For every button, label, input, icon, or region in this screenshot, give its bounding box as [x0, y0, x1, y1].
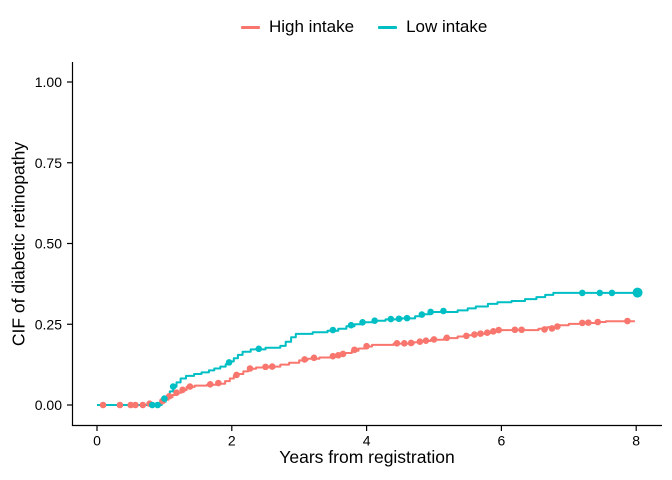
series-marker-high-intake: [490, 328, 497, 335]
series-marker-low-intake: [148, 401, 156, 409]
series-marker-low-intake: [371, 317, 378, 324]
series-marker-low-intake: [225, 359, 233, 366]
series-marker-high-intake: [233, 371, 240, 379]
series-marker-low-intake: [359, 319, 366, 326]
series-marker-high-intake: [351, 346, 358, 354]
series-marker-low-intake: [347, 321, 355, 329]
series-marker-low-intake: [596, 289, 604, 297]
series-marker-high-intake: [339, 350, 347, 358]
series-marker-low-intake: [440, 307, 447, 315]
series-marker-low-intake: [169, 383, 177, 390]
series-marker-high-intake: [416, 338, 424, 345]
series-marker-high-intake: [206, 381, 214, 388]
series-marker-high-intake: [173, 389, 180, 397]
series-marker-high-intake: [407, 339, 415, 347]
series-marker-high-intake: [483, 329, 491, 336]
x-tick-label: 6: [498, 433, 506, 449]
series-marker-high-intake: [246, 365, 254, 372]
series-marker-low-intake: [403, 314, 411, 322]
x-axis-title: Years from registration: [279, 447, 455, 467]
x-tick-label: 0: [93, 433, 101, 449]
y-axis-title: CIF of diabetic retinopathy: [8, 141, 29, 347]
legend-label-high-intake: High intake: [269, 17, 355, 36]
series-marker-high-intake: [262, 363, 269, 371]
series-marker-high-intake: [511, 326, 519, 334]
series-marker-low-intake: [608, 289, 616, 297]
series-marker-high-intake: [132, 401, 139, 409]
series-marker-high-intake: [578, 319, 586, 327]
chart-legend: High intake Low intake: [241, 17, 487, 37]
series-marker-high-intake: [301, 356, 308, 363]
series-marker-low-intake: [154, 401, 161, 409]
series-line-low-intake: [97, 291, 641, 406]
series-marker-high-intake: [179, 386, 186, 394]
series-marker-high-intake: [422, 337, 430, 345]
series-marker-high-intake: [127, 401, 134, 409]
series-marker-high-intake: [518, 326, 525, 334]
series-marker-high-intake: [99, 401, 107, 409]
series-marker-high-intake: [594, 318, 602, 326]
series-marker-high-intake: [585, 319, 592, 326]
series-marker-low-intake: [632, 287, 643, 298]
legend-label-low-intake: Low intake: [406, 17, 488, 36]
series-marker-high-intake: [401, 340, 408, 347]
series-marker-low-intake: [161, 395, 168, 402]
y-tick-label: 0.25: [35, 316, 62, 332]
x-tick-label: 4: [363, 433, 371, 449]
series-marker-high-intake: [268, 363, 276, 370]
series-marker-high-intake: [363, 342, 370, 350]
series-marker-low-intake: [329, 326, 337, 334]
series-marker-high-intake: [477, 330, 484, 337]
series-marker-high-intake: [310, 354, 318, 362]
series-marker-low-intake: [418, 311, 426, 318]
series-marker-low-intake: [255, 345, 263, 353]
y-tick-label: 0.75: [35, 155, 62, 171]
low-intake-line-key-icon: [378, 25, 398, 29]
y-tick-label: 1.00: [35, 74, 62, 90]
series-marker-high-intake: [393, 340, 401, 347]
series-marker-high-intake: [139, 401, 147, 409]
legend-item-low-intake: Low intake: [378, 17, 487, 37]
high-intake-line-key-icon: [241, 25, 260, 29]
series-marker-high-intake: [329, 352, 337, 360]
series-marker-high-intake: [443, 334, 451, 342]
series-marker-low-intake: [427, 308, 434, 316]
series-marker-low-intake: [395, 315, 403, 323]
series-marker-high-intake: [186, 383, 194, 390]
series-marker-high-intake: [116, 401, 124, 409]
series-marker-high-intake: [624, 317, 631, 325]
series-marker-high-intake: [430, 336, 438, 343]
y-tick-label: 0.50: [35, 236, 62, 252]
series-marker-high-intake: [495, 326, 503, 334]
series-marker-high-intake: [471, 331, 478, 338]
series-marker-high-intake: [463, 332, 470, 340]
series-marker-high-intake: [215, 379, 222, 387]
x-tick-label: 8: [632, 433, 640, 449]
y-tick-label: 0.00: [35, 397, 62, 413]
series-marker-high-intake: [554, 323, 561, 330]
series-marker-high-intake: [541, 326, 548, 333]
legend-item-high-intake: High intake: [241, 17, 354, 37]
series-marker-low-intake: [387, 315, 395, 323]
series-marker-low-intake: [578, 289, 586, 297]
series-marker-high-intake: [548, 325, 556, 332]
x-tick-label: 2: [228, 433, 236, 449]
